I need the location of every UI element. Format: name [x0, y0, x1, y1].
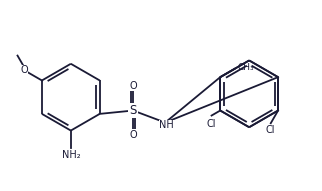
Text: Cl: Cl	[266, 125, 276, 135]
Text: NH₂: NH₂	[62, 150, 80, 160]
Text: O: O	[20, 66, 28, 75]
Text: NH: NH	[159, 120, 174, 130]
Text: Cl: Cl	[207, 119, 216, 129]
Text: O: O	[129, 129, 137, 140]
Text: O: O	[129, 81, 137, 91]
Text: CH₃: CH₃	[237, 63, 254, 72]
Text: S: S	[129, 104, 137, 117]
